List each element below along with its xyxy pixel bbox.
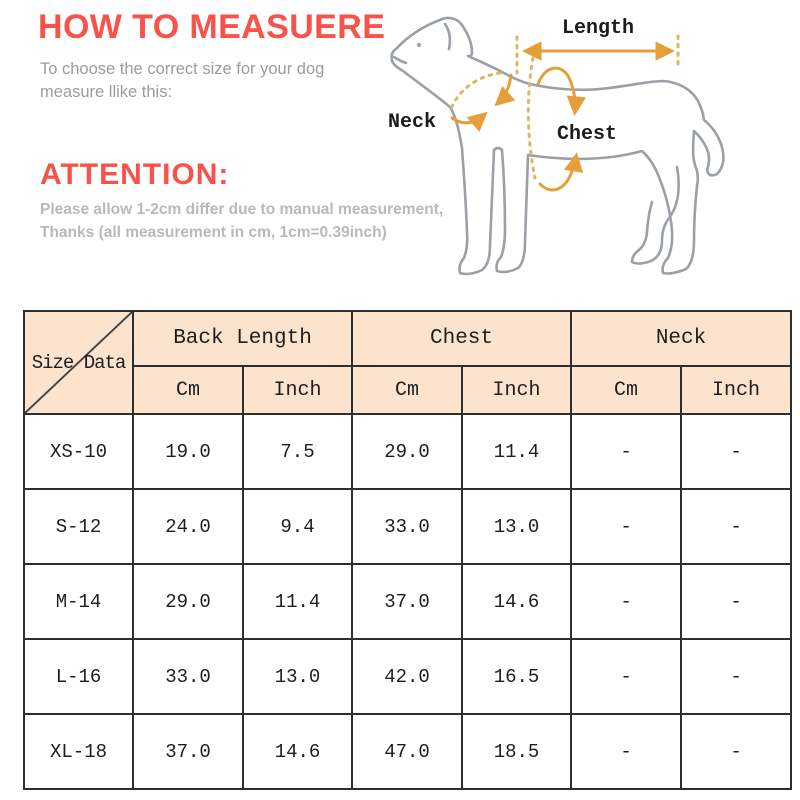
table-row: M-14 29.0 11.4 37.0 14.6 - - <box>23 563 793 640</box>
unit-header: Inch <box>680 365 793 415</box>
value-cell: 29.0 <box>351 413 463 490</box>
value-cell: 11.4 <box>242 563 353 640</box>
corner-cell-size-data: Size Data <box>23 310 134 415</box>
neck-label: Neck <box>388 111 436 134</box>
value-cell: - <box>570 413 683 490</box>
value-cell: 37.0 <box>351 563 463 640</box>
size-label-cell: XS-10 <box>23 413 134 490</box>
value-cell: 7.5 <box>242 413 353 490</box>
value-cell: 29.0 <box>132 563 244 640</box>
table-header-group-row: Size Data Back Length Chest Neck <box>23 310 793 415</box>
unit-header: Cm <box>570 365 683 415</box>
value-cell: 47.0 <box>351 713 463 790</box>
table-row: XL-18 37.0 14.6 47.0 18.5 - - <box>23 713 793 790</box>
value-cell: 19.0 <box>132 413 244 490</box>
value-cell: 33.0 <box>132 638 244 715</box>
value-cell: 16.5 <box>460 638 573 715</box>
table-row: S-12 24.0 9.4 33.0 13.0 - - <box>23 488 793 565</box>
size-label-cell: XL-18 <box>23 713 134 790</box>
unit-header: Cm <box>132 365 244 415</box>
value-cell: 33.0 <box>351 488 463 565</box>
value-cell: 18.5 <box>460 713 573 790</box>
group-header-chest: Chest <box>350 310 573 367</box>
dog-eye <box>416 42 422 48</box>
value-cell: 9.4 <box>242 488 353 565</box>
chest-label: Chest <box>557 123 617 146</box>
table-header-unit-row: Cm Inch Cm Inch Cm Inch <box>24 365 793 415</box>
value-cell: 13.0 <box>460 488 573 565</box>
value-cell: - <box>570 563 683 640</box>
dog-mouth-line <box>392 55 408 65</box>
dog-measurement-diagram: Length Neck Chest <box>388 16 725 276</box>
value-cell: - <box>570 638 683 715</box>
size-label-cell: S-12 <box>23 488 134 565</box>
length-label: Length <box>562 17 634 40</box>
group-header-back-length: Back Length <box>132 310 353 367</box>
size-table: Size Data Back Length Chest Neck Cm Inch… <box>23 310 793 790</box>
chest-arrow-up <box>538 152 584 192</box>
value-cell: - <box>680 413 793 490</box>
page-title: HOW TO MEASUERE <box>38 8 386 46</box>
value-cell: 14.6 <box>460 563 573 640</box>
subtitle-text: To choose the correct size for your dog … <box>40 60 325 102</box>
size-label-cell: L-16 <box>23 638 134 715</box>
attention-heading: ATTENTION: <box>40 158 230 191</box>
table-row: XS-10 19.0 7.5 29.0 11.4 - - <box>23 413 793 490</box>
neck-dashed-arc <box>449 71 502 111</box>
unit-header: Cm <box>351 365 463 415</box>
value-cell: - <box>570 488 683 565</box>
value-cell: - <box>680 713 793 790</box>
size-label-cell: M-14 <box>23 563 134 640</box>
value-cell: - <box>570 713 683 790</box>
value-cell: 42.0 <box>351 638 463 715</box>
dog-ear-inner-line <box>443 22 452 51</box>
dog-far-hind-leg <box>630 165 681 265</box>
table-row: L-16 33.0 13.0 42.0 16.5 - - <box>23 638 793 715</box>
value-cell: 13.0 <box>242 638 353 715</box>
dog-body-outline <box>390 16 725 276</box>
value-cell: 11.4 <box>460 413 573 490</box>
unit-header: Inch <box>460 365 573 415</box>
value-cell: - <box>680 488 793 565</box>
attention-note: Please allow 1-2cm differ due to manual … <box>40 201 444 242</box>
value-cell: 14.6 <box>242 713 353 790</box>
group-header-neck: Neck <box>570 310 793 367</box>
neck-arrow <box>450 111 488 132</box>
chest-arrow-down <box>536 66 587 116</box>
value-cell: 37.0 <box>132 713 244 790</box>
withers-arrow <box>494 73 516 107</box>
value-cell: - <box>680 563 793 640</box>
unit-header: Inch <box>242 365 353 415</box>
value-cell: 24.0 <box>132 488 244 565</box>
value-cell: - <box>680 638 793 715</box>
chest-dotted-line <box>526 56 537 180</box>
